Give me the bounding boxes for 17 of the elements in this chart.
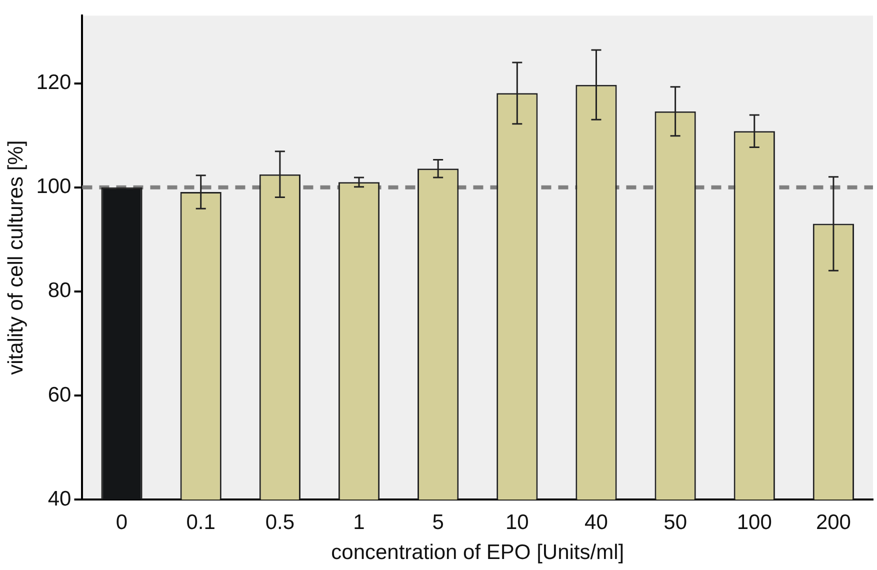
y-axis-title: vitality of cell cultures [%]: [4, 140, 28, 375]
x-tick-label: 0.5: [265, 510, 295, 534]
x-tick-label: 100: [736, 510, 772, 534]
x-tick-label: 50: [664, 510, 687, 534]
x-tick-label: 0: [116, 510, 128, 534]
y-tick-label: 60: [48, 383, 72, 406]
x-tick-label: 40: [584, 510, 608, 534]
y-tick-label: 120: [36, 71, 72, 94]
y-tick-label: 100: [36, 175, 72, 198]
x-tick-label: 10: [505, 510, 529, 534]
x-tick-label: 200: [816, 510, 851, 534]
x-tick-label: 0.1: [186, 510, 216, 534]
x-tick-label: 5: [432, 510, 444, 534]
y-tick-label: 80: [48, 279, 72, 302]
x-tick-label: 1: [353, 510, 365, 534]
y-tick-label: 40: [48, 487, 72, 510]
x-axis-title: concentration of EPO [Units/ml]: [331, 541, 624, 564]
